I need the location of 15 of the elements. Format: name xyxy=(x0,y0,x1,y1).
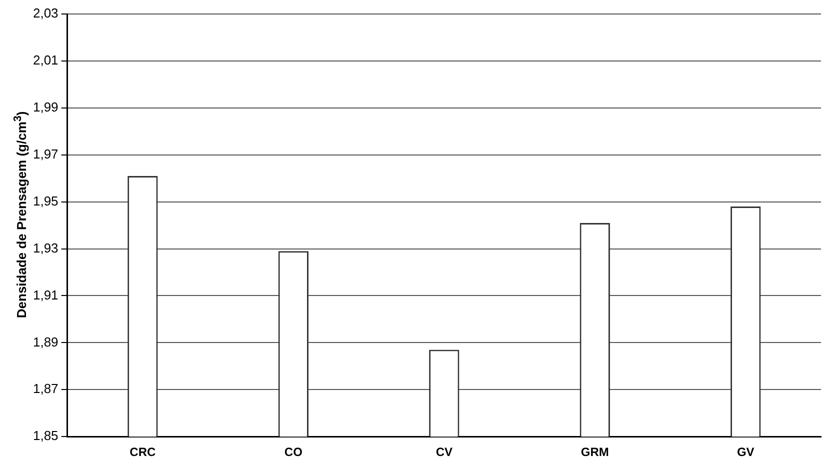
y-tick-label: 1,99 xyxy=(32,99,58,114)
y-tick-label: 1,97 xyxy=(32,146,58,162)
x-tick-label: GV xyxy=(736,445,754,460)
x-tick-label: CO xyxy=(284,445,302,460)
y-tick-label: 1,85 xyxy=(32,428,58,444)
y-tick-label: 1,91 xyxy=(32,287,58,302)
y-tick-label: 1,95 xyxy=(32,193,58,208)
x-tick-label: GRM xyxy=(580,445,609,460)
x-tick-label: CRC xyxy=(130,445,156,460)
y-tick-label: 2,03 xyxy=(32,6,58,21)
y-tick-label: 2,01 xyxy=(32,52,58,68)
y-tick-label: 1,89 xyxy=(32,334,58,350)
x-tick-label: CV xyxy=(436,445,452,460)
y-tick-label: 1,87 xyxy=(32,381,58,396)
y-tick-label: 1,93 xyxy=(32,240,58,256)
